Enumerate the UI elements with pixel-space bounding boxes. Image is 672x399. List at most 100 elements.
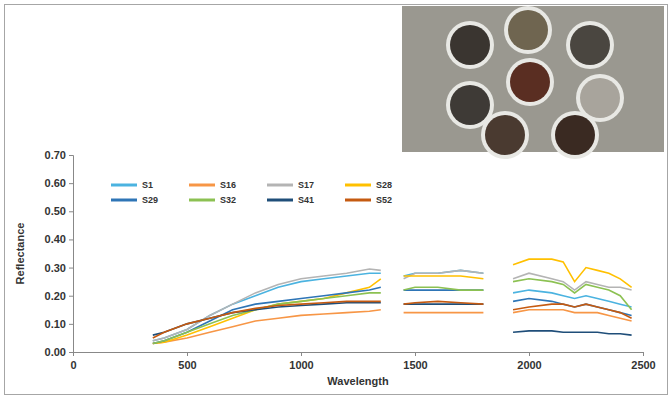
legend-label: S17 (298, 180, 314, 190)
legend-swatch (267, 184, 293, 187)
x-tick-label: 0 (70, 359, 76, 371)
x-tick: 1500 (403, 352, 427, 371)
lines (153, 259, 632, 343)
photo-inset (402, 6, 664, 159)
legend-label: S16 (220, 180, 236, 190)
x-tick-mark (529, 352, 530, 356)
legend-swatch (111, 199, 137, 202)
series-line (513, 279, 632, 310)
y-axis: 0.00 0.10 0.20 0.30 0.40 0.50 0.60 0.70 (45, 149, 74, 358)
y-tick-mark (69, 352, 73, 353)
y-tick: 0.50 (45, 205, 73, 217)
legend-item: S29 (111, 195, 158, 205)
chart-frame (5, 5, 668, 395)
legend-label: S28 (376, 180, 392, 190)
y-tick-label: 0.10 (45, 318, 66, 330)
legend-item: S52 (345, 195, 392, 205)
y-tick: 0.70 (45, 149, 73, 161)
y-tick: 0.20 (45, 290, 73, 302)
plot: 0 500 1000 1500 2000 2500 0.00 0.10 0.20 0.30 0.40… (45, 149, 656, 371)
legend-item: S17 (267, 180, 314, 190)
chart: 0 500 1000 1500 2000 2500 0.00 0.10 0.20 0.30 0.40… (0, 0, 672, 399)
legend: S1 S16 S17 S28 S29 S32 S41 S52 (111, 180, 392, 205)
sample-soil (555, 115, 595, 155)
y-tick-mark (69, 296, 73, 297)
legend-label: S52 (376, 195, 392, 205)
x-tick-mark (301, 352, 302, 356)
y-tick-label: 0.50 (45, 205, 66, 217)
series-line (153, 279, 381, 344)
series-line (404, 270, 484, 278)
legend-swatch (189, 199, 215, 202)
sample-dish (551, 111, 599, 159)
y-tick-label: 0.70 (45, 149, 66, 161)
series-line (404, 276, 484, 279)
sample-soil (485, 115, 525, 155)
sample-soil (450, 25, 490, 65)
x-axis-line (74, 353, 644, 357)
x-tick: 500 (178, 352, 196, 371)
y-tick: 0.30 (45, 262, 73, 274)
legend-swatch (267, 199, 293, 202)
y-tick-label: 0.40 (45, 233, 66, 245)
sample-dish (566, 21, 614, 69)
y-tick-mark (69, 239, 73, 240)
sample-dish (504, 6, 552, 54)
series-line (513, 304, 632, 318)
legend-swatch (189, 184, 215, 187)
series-line (153, 269, 381, 341)
y-tick: 0.00 (45, 346, 73, 358)
x-tick-label: 2500 (631, 359, 655, 371)
y-tick-label: 0.20 (45, 290, 66, 302)
x-tick: 1000 (289, 352, 313, 371)
series-line (513, 259, 632, 287)
y-tick-mark (69, 211, 73, 212)
legend-swatch (345, 184, 371, 187)
y-tick-mark (69, 155, 73, 156)
x-tick-mark (415, 352, 416, 356)
sample-soil (510, 62, 550, 102)
series-line (153, 310, 381, 344)
x-tick: 2500 (631, 352, 655, 371)
x-axis: 0 500 1000 1500 2000 2500 (70, 352, 655, 371)
sample-soil (508, 10, 548, 50)
y-tick: 0.60 (45, 177, 73, 189)
sample-dish (506, 58, 554, 106)
y-tick-mark (69, 268, 73, 269)
legend-item: S32 (189, 195, 236, 205)
series-line (404, 312, 484, 314)
x-tick: 2000 (517, 352, 541, 371)
sample-dish (446, 21, 494, 69)
x-tick-label: 2000 (517, 359, 541, 371)
legend-label: S1 (142, 180, 153, 190)
y-tick: 0.40 (45, 233, 73, 245)
series-line (404, 301, 484, 304)
sample-dish (481, 111, 529, 159)
y-axis-title: Reflectance (14, 223, 26, 285)
x-tick-label: 1000 (289, 359, 313, 371)
x-tick-label: 500 (178, 359, 196, 371)
legend-item: S1 (111, 180, 153, 190)
y-tick: 0.10 (45, 318, 73, 330)
sample-soil (450, 85, 490, 125)
y-axis-line (69, 156, 74, 353)
series-line (153, 287, 381, 343)
y-tick-mark (69, 324, 73, 325)
series-line (513, 331, 632, 335)
legend-swatch (111, 184, 137, 187)
series-line (153, 301, 381, 338)
legend-item: S41 (267, 195, 314, 205)
legend-label: S29 (142, 195, 158, 205)
photo-background (402, 6, 664, 152)
x-axis-title: Wavelength (327, 375, 389, 387)
y-tick-label: 0.60 (45, 177, 66, 189)
legend-label: S41 (298, 195, 314, 205)
y-tick-label: 0.00 (45, 346, 66, 358)
series-line (153, 293, 381, 344)
legend-label: S32 (220, 195, 236, 205)
series-line (153, 273, 381, 341)
series-line (404, 287, 484, 290)
x-tick: 0 (70, 352, 76, 371)
legend-item: S28 (345, 180, 392, 190)
legend-swatch (345, 199, 371, 202)
